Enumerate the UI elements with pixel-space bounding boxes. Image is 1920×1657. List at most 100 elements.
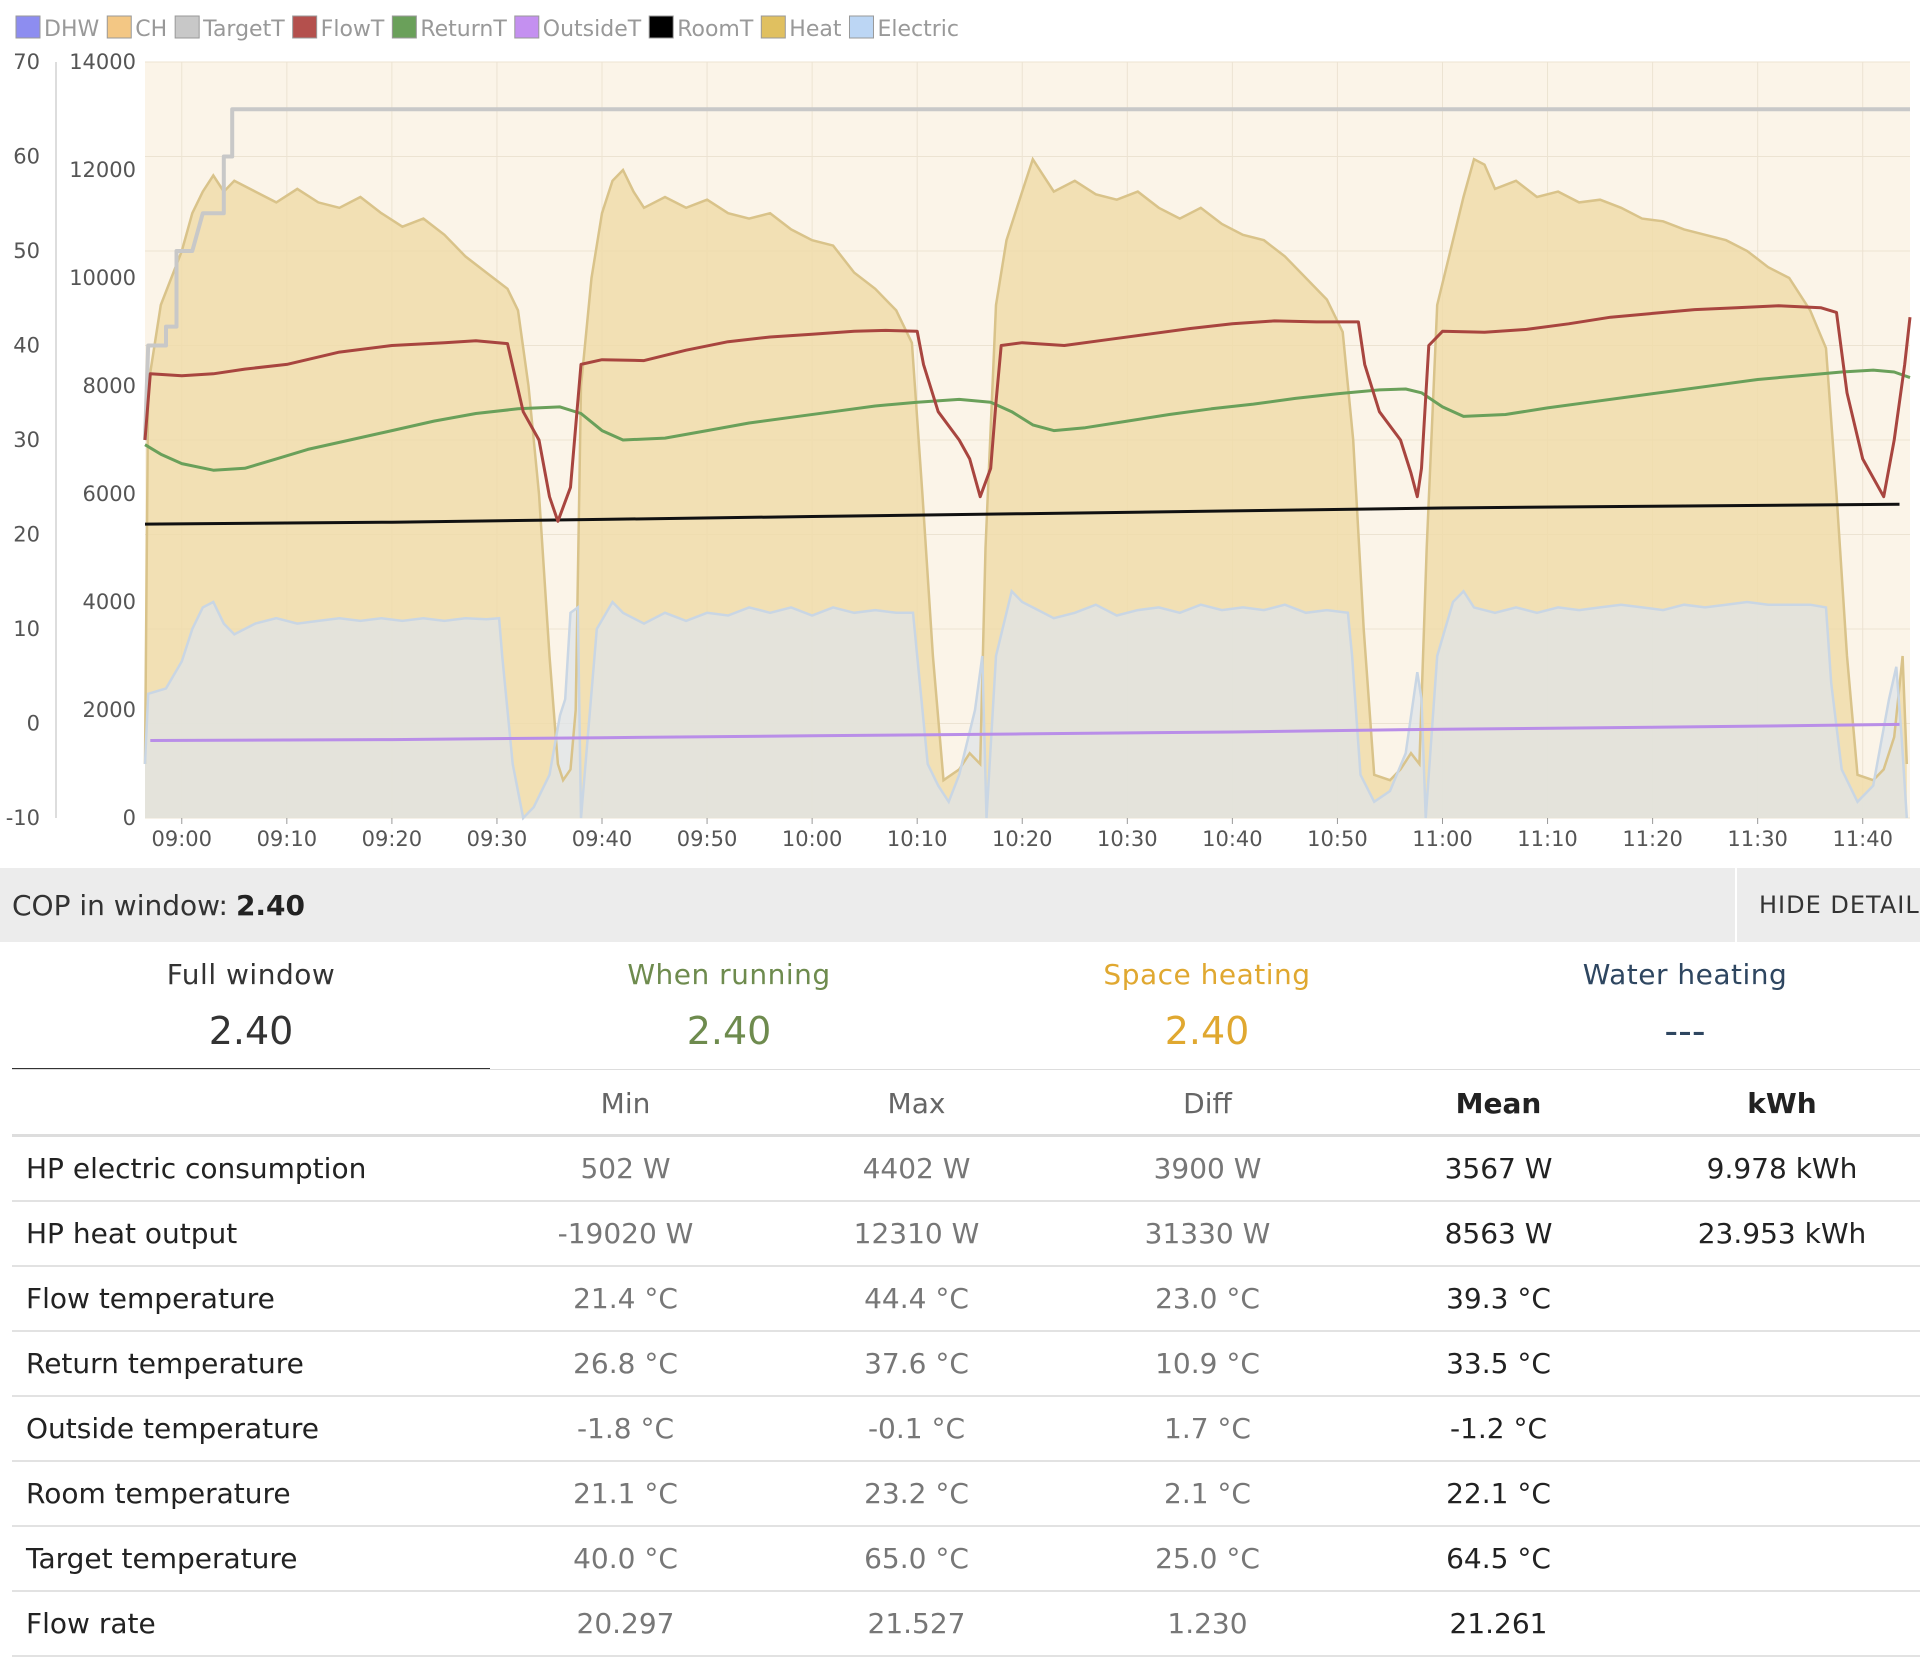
heatpump-chart[interactable]: DHW CH TargetT FlowT ReturnT OutsideT RoomT Hea… [0,0,1920,866]
table-row: Room temperature 21.1 °C 23.2 °C 2.1 °C 22.1… [12,1461,1920,1527]
cell-max: 23.2 °C [771,1461,1062,1527]
tab-when-running[interactable]: When running 2.40 [490,942,968,1070]
cell-diff: 31330 W [1062,1201,1353,1267]
series-targett-line[interactable] [143,107,1910,441]
row-label: Flow rate [12,1591,480,1657]
row-label: HP heat output [12,1201,480,1267]
y-left-tick: -10 [6,806,40,830]
cell-min: 502 W [480,1135,771,1202]
y-left-tick: 70 [13,50,40,74]
y-right-tick: 12000 [69,158,136,182]
legend-label: TargetT [202,17,285,42]
table-row: Flow temperature 21.4 °C 44.4 °C 23.0 °C 39.… [12,1266,1920,1332]
cell-min: -1.8 °C [480,1396,771,1462]
cell-mean: 64.5 °C [1353,1526,1644,1592]
y-left-tick: 30 [13,428,40,452]
table-row: HP heat output -19020 W 12310 W 31330 W 8563… [12,1201,1920,1267]
x-tick: 10:50 [1307,827,1368,851]
cell-diff: 23.0 °C [1062,1266,1353,1332]
cell-max: 37.6 °C [771,1331,1062,1397]
cell-min: 21.4 °C [480,1266,771,1332]
cell-max: 12310 W [771,1201,1062,1267]
cell-kwh [1644,1331,1920,1397]
table-row: HP electric consumption 502 W 4402 W 3900 W… [12,1135,1920,1202]
tab-full-window[interactable]: Full window 2.40 [12,942,490,1070]
series-flowt-line[interactable] [143,304,1912,523]
series-returnt-line[interactable] [144,368,1911,472]
cell-mean: 3567 W [1353,1135,1644,1202]
x-tick: 11:20 [1622,827,1683,851]
legend-label: CH [135,17,167,42]
chart-axes: 70 60 50 40 30 20 10 0 -10 14000 12000 10000 8000 600… [6,50,1893,851]
legend-item-targett[interactable]: TargetT [174,15,285,42]
legend-swatch [648,15,674,39]
x-tick: 09:30 [467,827,528,851]
legend-item-roomt[interactable]: RoomT [648,15,754,42]
header-kwh: kWh [1644,1072,1920,1137]
tab-value: --- [1664,1009,1706,1053]
cell-min: 21.1 °C [480,1461,771,1527]
tab-value: 2.40 [208,1009,294,1053]
hide-detail-button[interactable]: HIDE DETAIL [1735,868,1920,942]
y-right-tick: 2000 [83,698,136,722]
cell-min: 40.0 °C [480,1526,771,1592]
cop-value: 2.40 [235,888,306,922]
tab-value: 2.40 [1164,1009,1250,1053]
row-label: Target temperature [12,1526,480,1592]
cell-mean: 33.5 °C [1353,1331,1644,1397]
y-right-tick: 14000 [69,50,136,74]
table-row: Target temperature 40.0 °C 65.0 °C 25.0 °C 6… [12,1526,1920,1592]
cell-min: 26.8 °C [480,1331,771,1397]
cell-kwh [1644,1266,1920,1332]
legend-label: RoomT [677,17,754,42]
legend-label: Heat [789,17,842,42]
y-right-tick: 4000 [83,590,136,614]
legend-swatch [760,15,786,39]
cell-min: 20.297 [480,1591,771,1657]
legend-label: ReturnT [420,17,507,42]
stats-table: Min Max Diff Mean kWh HP electric consum… [12,1072,1920,1657]
legend-swatch [514,15,540,39]
cell-diff: 1.7 °C [1062,1396,1353,1462]
cell-mean: 21.261 [1353,1591,1644,1657]
series-areas [145,159,1907,818]
cell-kwh: 23.953 kWh [1644,1201,1920,1267]
series-roomt-line[interactable] [144,502,1900,526]
series-heat-line[interactable] [143,156,1909,784]
legend-swatch [292,15,318,39]
y-left-tick: 40 [13,334,40,358]
x-tick: 09:20 [362,827,423,851]
x-tick: 10:10 [887,827,948,851]
legend-item-returnt[interactable]: ReturnT [391,15,507,42]
cell-max: -0.1 °C [771,1396,1062,1462]
tab-space-heating[interactable]: Space heating 2.40 [968,942,1446,1070]
chart-legend[interactable]: DHW CH TargetT FlowT ReturnT OutsideT RoomT Hea… [15,15,959,42]
legend-item-electric[interactable]: Electric [848,15,959,42]
legend-item-ch[interactable]: CH [106,15,167,42]
chart-area[interactable]: DHW CH TargetT FlowT ReturnT OutsideT RoomT Hea… [0,0,1920,866]
x-tick: 09:50 [677,827,738,851]
series-electric-line[interactable] [143,588,1909,821]
legend-item-heat[interactable]: Heat [760,15,842,42]
x-tick: 10:20 [992,827,1053,851]
legend-swatch [15,15,41,39]
series-outsidet-line[interactable] [150,722,1900,742]
x-tick: 09:40 [572,827,633,851]
tab-water-heating[interactable]: Water heating --- [1446,942,1920,1070]
table-row: Flow rate 20.297 21.527 1.230 21.261 [12,1591,1920,1657]
legend-swatch [174,15,200,39]
legend-item-flowt[interactable]: FlowT [292,15,385,42]
x-tick: 11:30 [1727,827,1788,851]
table-row: Outside temperature -1.8 °C -0.1 °C 1.7 °C -… [12,1396,1920,1462]
cell-kwh [1644,1526,1920,1592]
legend-item-dhw[interactable]: DHW [15,15,99,42]
legend-item-outsidet[interactable]: OutsideT [514,15,642,42]
legend-label: FlowT [321,17,385,42]
legend-swatch [848,15,874,39]
table-row: Return temperature 26.8 °C 37.6 °C 10.9 °C 3… [12,1331,1920,1397]
cell-diff: 1.230 [1062,1591,1353,1657]
cop-bar: COP in window: 2.40 HIDE DETAIL [0,868,1920,942]
header-mean: Mean [1353,1072,1644,1137]
y-left-tick: 20 [13,523,40,547]
y-left-tick: 10 [13,617,40,641]
